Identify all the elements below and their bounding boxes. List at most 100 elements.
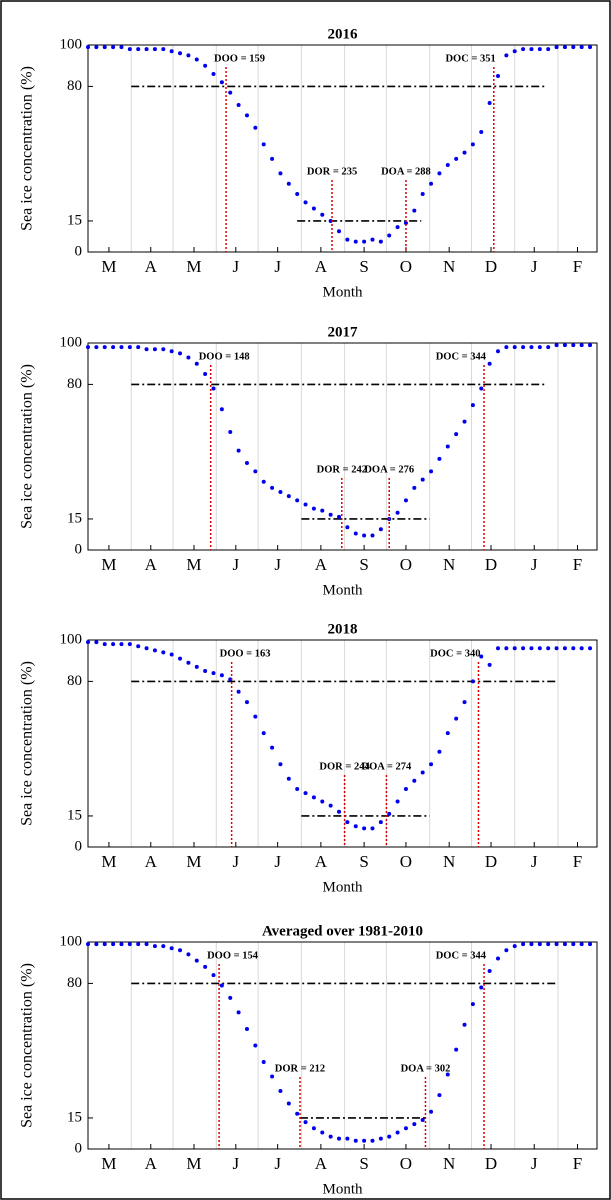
data-point bbox=[412, 208, 417, 213]
x-tick-label: A bbox=[145, 257, 158, 276]
data-point bbox=[111, 642, 116, 647]
data-point bbox=[311, 795, 316, 800]
y-tick-label: 100 bbox=[60, 36, 83, 52]
data-point bbox=[94, 942, 99, 947]
data-point bbox=[403, 498, 408, 503]
data-point bbox=[537, 942, 542, 947]
data-point bbox=[445, 444, 450, 449]
x-tick-label: F bbox=[573, 852, 582, 871]
data-point bbox=[588, 942, 593, 947]
data-point bbox=[136, 644, 141, 649]
data-point bbox=[479, 985, 484, 990]
y-tick-label: 100 bbox=[60, 933, 83, 949]
data-point bbox=[311, 206, 316, 211]
data-point bbox=[144, 942, 149, 947]
data-point bbox=[470, 1002, 475, 1007]
data-point bbox=[253, 469, 258, 474]
data-point bbox=[152, 648, 157, 653]
data-point bbox=[521, 942, 526, 947]
data-point bbox=[286, 1101, 291, 1106]
data-point bbox=[161, 347, 166, 352]
data-point bbox=[328, 803, 333, 808]
data-point bbox=[320, 799, 325, 804]
data-point bbox=[228, 995, 233, 1000]
plot-area bbox=[88, 942, 597, 1149]
plot-frame bbox=[87, 941, 598, 1150]
data-point bbox=[211, 671, 216, 676]
data-point bbox=[94, 345, 99, 350]
y-tick-label: 15 bbox=[67, 807, 82, 823]
data-point bbox=[136, 47, 141, 52]
data-point bbox=[244, 1026, 249, 1031]
annotation: DOC = 351 bbox=[445, 53, 495, 64]
data-point bbox=[546, 942, 551, 947]
y-tick-label: 100 bbox=[60, 334, 83, 350]
x-tick-label: O bbox=[400, 852, 412, 871]
data-point bbox=[370, 533, 375, 538]
data-point bbox=[429, 181, 434, 186]
data-point bbox=[219, 673, 224, 678]
data-point bbox=[378, 239, 383, 244]
data-point bbox=[554, 942, 559, 947]
x-tick-label: D bbox=[485, 852, 497, 871]
y-tick-label: 100 bbox=[60, 631, 83, 647]
data-point bbox=[178, 948, 183, 953]
data-point bbox=[169, 349, 174, 354]
data-point bbox=[94, 45, 99, 50]
annotation: DOR = 244 bbox=[319, 761, 370, 772]
x-tick-label: O bbox=[400, 257, 412, 276]
data-point bbox=[529, 345, 534, 350]
data-point bbox=[119, 942, 124, 947]
data-point bbox=[387, 1134, 392, 1139]
y-tick-label: 0 bbox=[75, 541, 83, 557]
data-point bbox=[504, 53, 509, 58]
plot-area bbox=[88, 640, 597, 847]
plot-area bbox=[88, 45, 597, 252]
data-point bbox=[487, 662, 492, 667]
x-tick-label: N bbox=[443, 257, 455, 276]
annotation: DOO = 148 bbox=[199, 351, 250, 362]
data-point bbox=[571, 45, 576, 50]
data-point bbox=[353, 1138, 358, 1143]
data-point bbox=[412, 485, 417, 490]
data-point bbox=[286, 776, 291, 781]
y-axis-label: Sea ice concentration (%) bbox=[19, 364, 36, 529]
data-point bbox=[261, 1060, 266, 1065]
y-tick-label: 15 bbox=[67, 510, 82, 526]
data-point bbox=[111, 942, 116, 947]
y-axis-label: Sea ice concentration (%) bbox=[19, 661, 36, 826]
data-point bbox=[161, 650, 166, 655]
data-point bbox=[562, 942, 567, 947]
data-point bbox=[186, 952, 191, 957]
data-point bbox=[387, 233, 392, 238]
x-tick-label: O bbox=[400, 1154, 412, 1173]
data-point bbox=[127, 47, 132, 52]
data-point bbox=[270, 485, 275, 490]
data-point bbox=[588, 646, 593, 651]
data-point bbox=[261, 479, 266, 484]
data-point bbox=[420, 477, 425, 482]
data-point bbox=[521, 646, 526, 651]
data-point bbox=[470, 142, 475, 147]
data-point bbox=[546, 345, 551, 350]
data-point bbox=[537, 345, 542, 350]
x-tick-label: S bbox=[359, 1154, 368, 1173]
data-point bbox=[102, 642, 107, 647]
data-point bbox=[127, 345, 132, 350]
data-point bbox=[554, 646, 559, 651]
data-point bbox=[136, 345, 141, 350]
data-point bbox=[454, 1047, 459, 1052]
plot-frame bbox=[87, 44, 598, 253]
x-tick-label: F bbox=[573, 257, 582, 276]
data-point bbox=[244, 461, 249, 466]
data-point bbox=[203, 63, 208, 68]
data-point bbox=[144, 347, 149, 352]
x-tick-label: M bbox=[186, 555, 201, 574]
data-point bbox=[270, 745, 275, 750]
data-point bbox=[562, 646, 567, 651]
data-point bbox=[454, 156, 459, 161]
chart-title: 2016 bbox=[328, 26, 359, 42]
data-point bbox=[278, 171, 283, 176]
data-point bbox=[311, 506, 316, 511]
